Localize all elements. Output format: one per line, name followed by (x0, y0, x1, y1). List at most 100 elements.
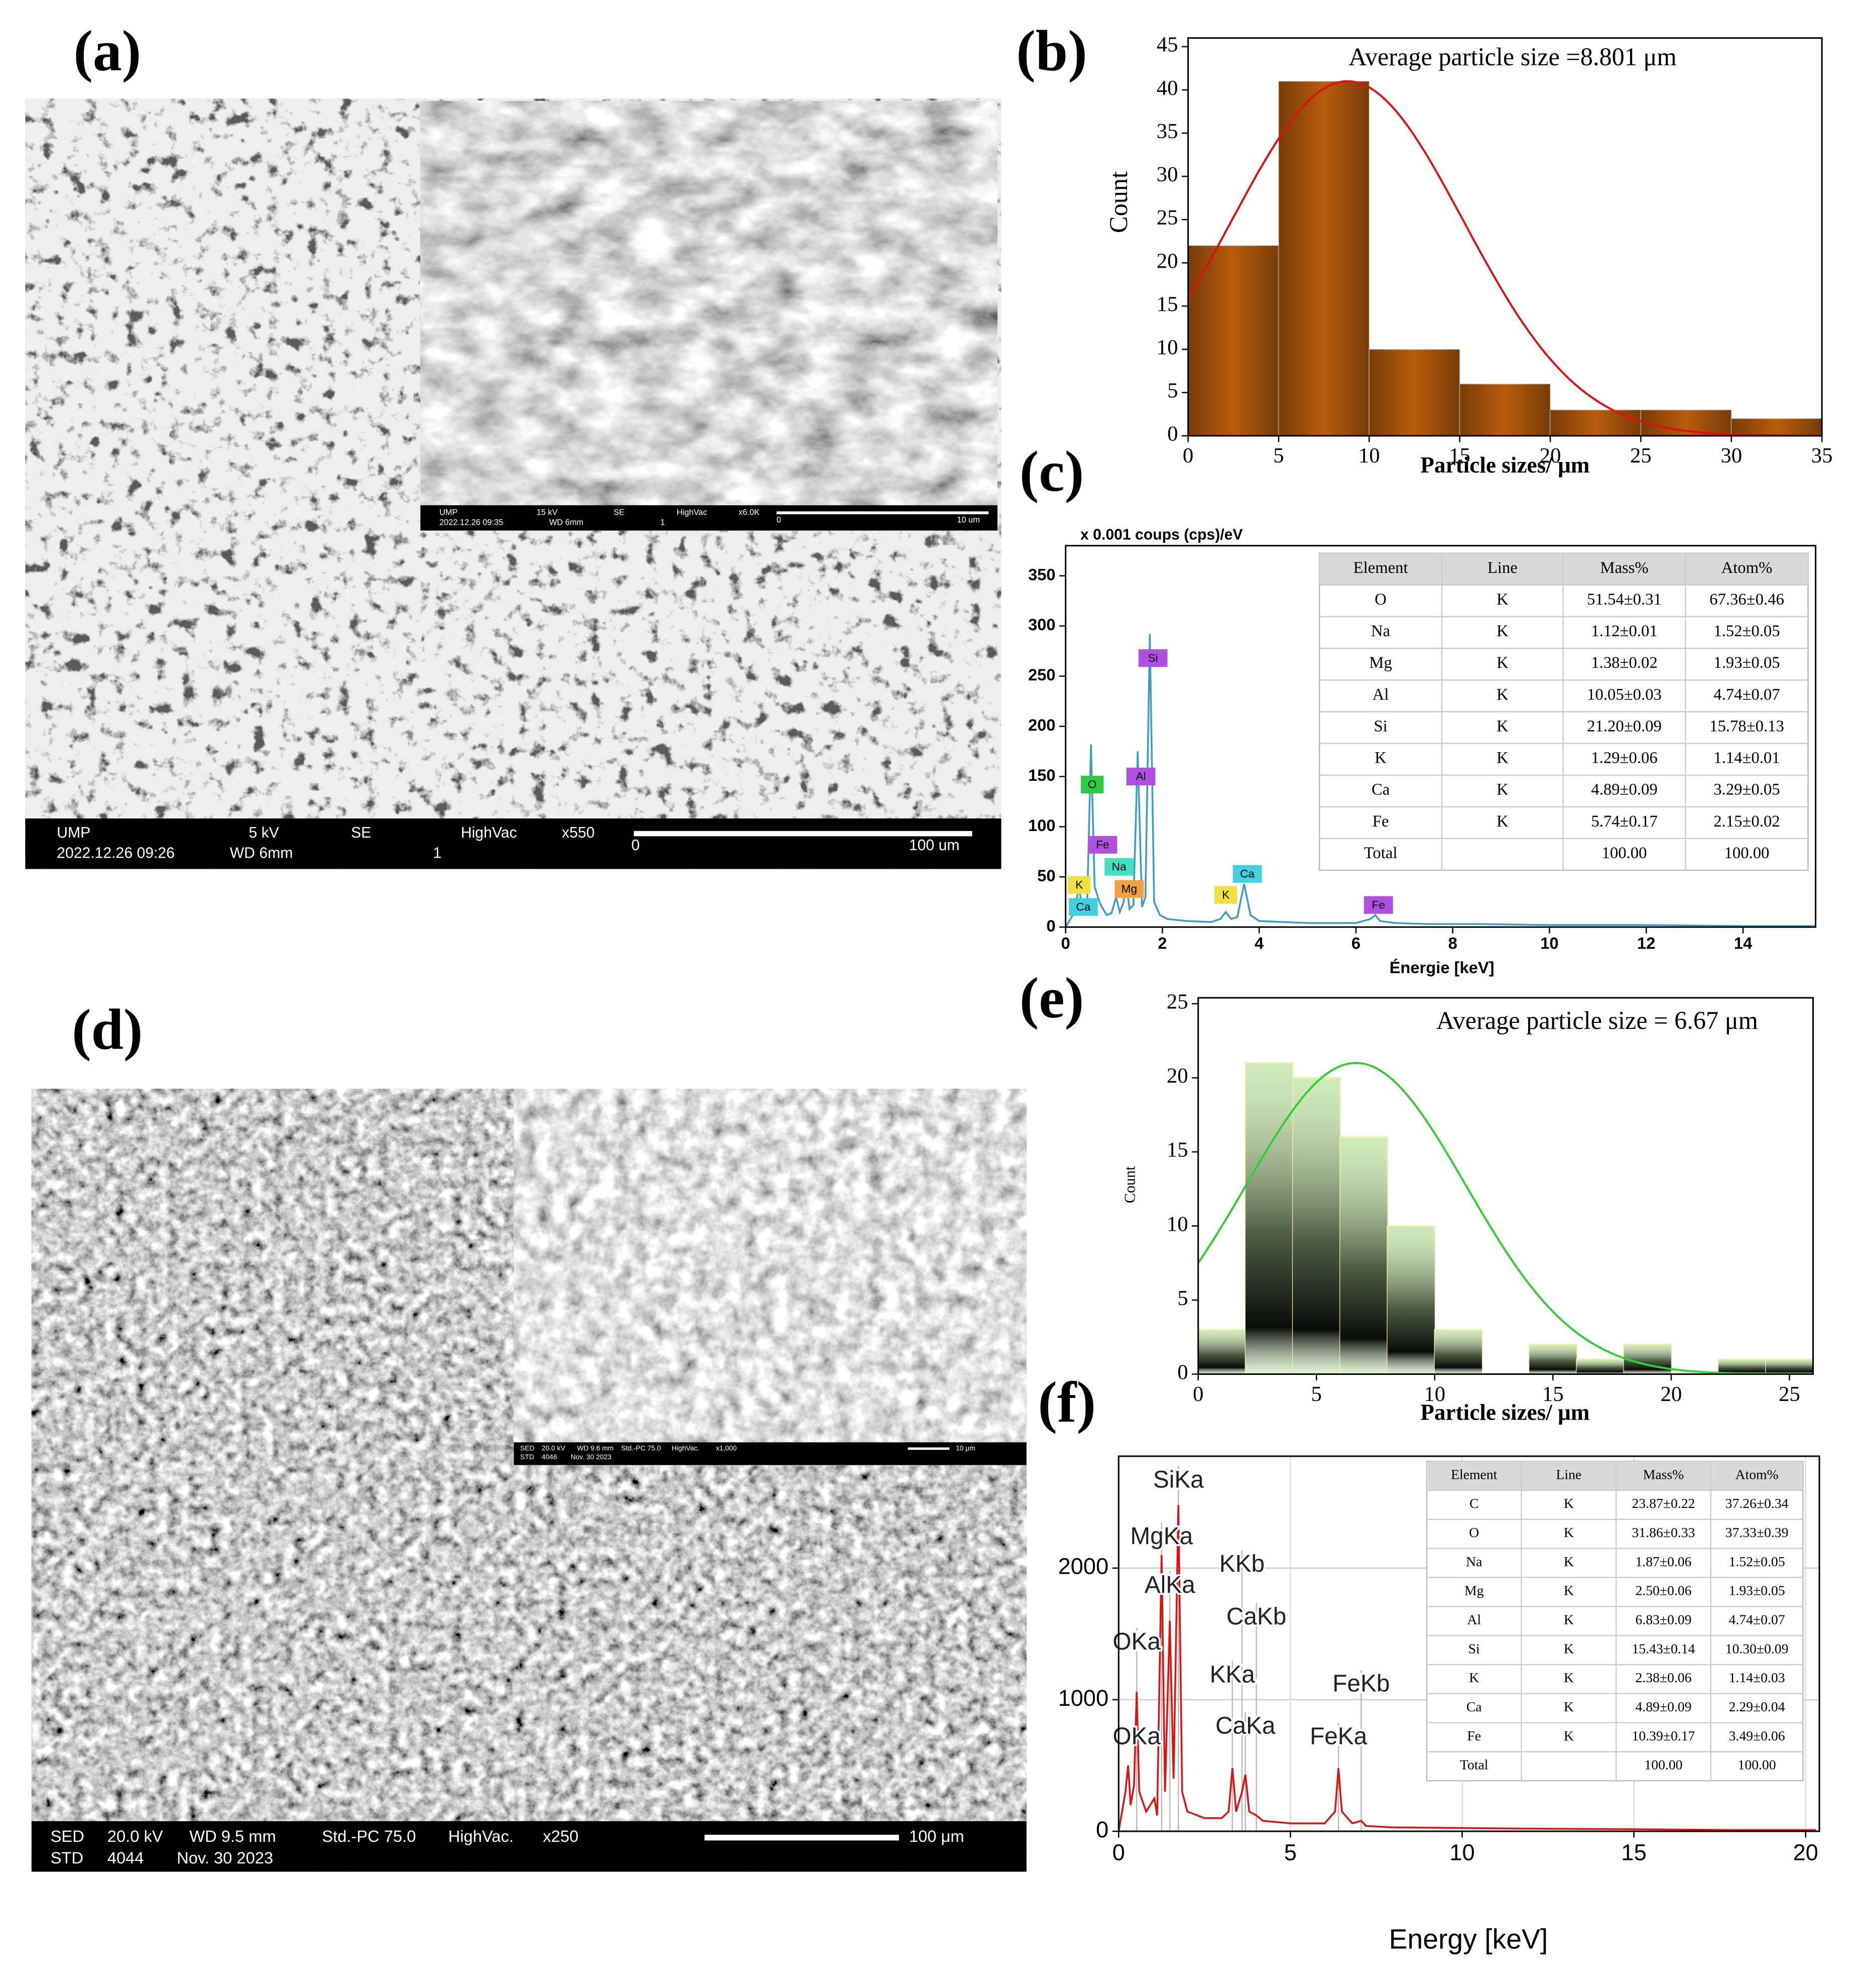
table-cell: 100.00 (1738, 1757, 1776, 1773)
info-text: SED (51, 1827, 84, 1845)
x-tick-label: 12 (1637, 933, 1655, 952)
table-cell: K (1564, 1612, 1574, 1627)
scale-zero: 0 (631, 837, 640, 854)
info-text: WD 6mm (549, 518, 583, 527)
table-cell: 100.00 (1724, 844, 1770, 862)
x-axis-label: Energy [keV] (1389, 1923, 1548, 1954)
table-cell: K (1497, 717, 1509, 735)
table-cell: O (1469, 1525, 1479, 1540)
chart-title: Average particle size =8.801 μm (1348, 43, 1676, 71)
info-text: STD (51, 1848, 83, 1867)
x-tick-label: 15 (1621, 1840, 1646, 1865)
y-tick-label: 250 (1028, 665, 1056, 684)
panel-label: (b) (1016, 19, 1087, 83)
table-cell: 51.54±0.31 (1587, 591, 1662, 609)
info-text: x1,000 (716, 1444, 737, 1452)
table-bg (1426, 1460, 1804, 1782)
panel-label: (d) (72, 998, 143, 1062)
table-cell: 5.74±0.17 (1591, 812, 1657, 831)
peak-label-box (1067, 876, 1091, 894)
table-cell: K (1375, 749, 1387, 767)
table-cell: 1.52±0.05 (1713, 622, 1780, 640)
info-text: SE (613, 508, 625, 517)
y-tick-label: 1000 (1058, 1685, 1108, 1711)
peak-label-box (1214, 886, 1238, 904)
peak-label: FeKb (1332, 1671, 1390, 1697)
x-tick-label: 25 (1630, 444, 1652, 467)
table-cell: 37.26±0.34 (1725, 1495, 1789, 1511)
info-text: WD 6mm (230, 845, 293, 861)
table-header: Atom% (1721, 559, 1773, 577)
table-cell: Fe (1467, 1728, 1481, 1743)
peak-label-box (1126, 767, 1156, 786)
table-cell: 10.39±0.17 (1632, 1728, 1695, 1743)
bar-shade (1434, 1329, 1482, 1374)
table-cell: K (1497, 685, 1509, 704)
y-tick-label: 0 (1096, 1817, 1108, 1842)
x-tick-label: 25 (1779, 1382, 1800, 1406)
table-cell: 10.05±0.03 (1587, 685, 1662, 704)
x-tick-label: 0 (1193, 1382, 1203, 1406)
bar-shade (1245, 1063, 1293, 1374)
table-cell: 31.86±0.33 (1632, 1525, 1695, 1540)
table-cell: 1.93±0.05 (1729, 1583, 1785, 1598)
table-cell: 100.00 (1644, 1757, 1682, 1773)
x-tick-label: 14 (1734, 933, 1752, 952)
table-cell: Al (1467, 1612, 1481, 1627)
x-tick-label: 20 (1540, 444, 1561, 467)
table-cell: 1.52±0.05 (1729, 1554, 1785, 1569)
info-text: 5 kV (249, 825, 279, 841)
y-tick-label: 35 (1157, 120, 1178, 143)
y-tick-label: 350 (1028, 565, 1056, 583)
info-text: Nov. 30 2023 (571, 1453, 612, 1461)
table-cell: 3.29±0.05 (1713, 781, 1780, 799)
info-bar (31, 1821, 1027, 1872)
bar-shade (1369, 349, 1460, 436)
x-tick-label: 6 (1351, 933, 1360, 952)
x-axis-label: Énergie [keV] (1390, 958, 1495, 977)
table-cell: 100.00 (1602, 844, 1647, 862)
peak-label: FeKa (1310, 1723, 1368, 1749)
bar-shade (1198, 1329, 1246, 1374)
table-cell: 1.14±0.03 (1729, 1670, 1785, 1685)
x-axis-label: Particle sizes/ μm (1420, 452, 1589, 478)
table-cell: 67.36±0.46 (1709, 591, 1784, 609)
y-tick-label: 15 (1167, 1138, 1188, 1162)
y-tick-label: 300 (1028, 615, 1056, 634)
table-cell: Na (1466, 1554, 1482, 1569)
table-cell: K (1564, 1554, 1574, 1569)
bar-shade (1340, 1137, 1388, 1374)
peak-label: K (1075, 879, 1083, 891)
table-cell: K (1497, 781, 1509, 799)
chart: (e) 0 5 10 15 20 25 0 5 10 15 20 25 Average particle … (1020, 966, 1814, 1425)
table-cell: K (1564, 1728, 1574, 1743)
plot-frame (1065, 545, 1817, 928)
x-tick-label: 20 (1793, 1840, 1818, 1865)
table-cell: K (1469, 1670, 1479, 1685)
table-cell: 2.38±0.06 (1635, 1670, 1691, 1685)
y-tick-label: 5 (1167, 379, 1178, 403)
table-cell: 2.15±0.02 (1713, 812, 1780, 831)
bar-shade (1718, 1359, 1766, 1374)
peak-label: Si (1148, 652, 1158, 664)
table-cell: K (1564, 1495, 1574, 1511)
chart: (b) 0 5 10 15 20 25 30 35 40 45 0 5 10 15 20 25 30 35 Avera… (1016, 19, 1832, 478)
table-cell: Na (1371, 622, 1391, 640)
y-tick-label: 0 (1177, 1360, 1188, 1384)
table-cell: 15.78±0.13 (1709, 717, 1784, 735)
table-cell: K (1564, 1525, 1574, 1540)
peak-label: Na (1112, 861, 1127, 873)
table-cell: Mg (1369, 654, 1392, 672)
table-cell: K (1564, 1670, 1574, 1685)
x-tick-label: 5 (1284, 1840, 1297, 1865)
x-tick-label: 4 (1255, 933, 1264, 952)
table-header: Atom% (1736, 1466, 1779, 1482)
x-tick-label: 15 (1542, 1382, 1564, 1406)
peak-label-box (1104, 858, 1134, 876)
table-cell: 3.49±0.06 (1729, 1728, 1785, 1743)
info-text: Std.-PC 75.0 (322, 1827, 416, 1845)
x-tick-label: 5 (1311, 1382, 1322, 1406)
